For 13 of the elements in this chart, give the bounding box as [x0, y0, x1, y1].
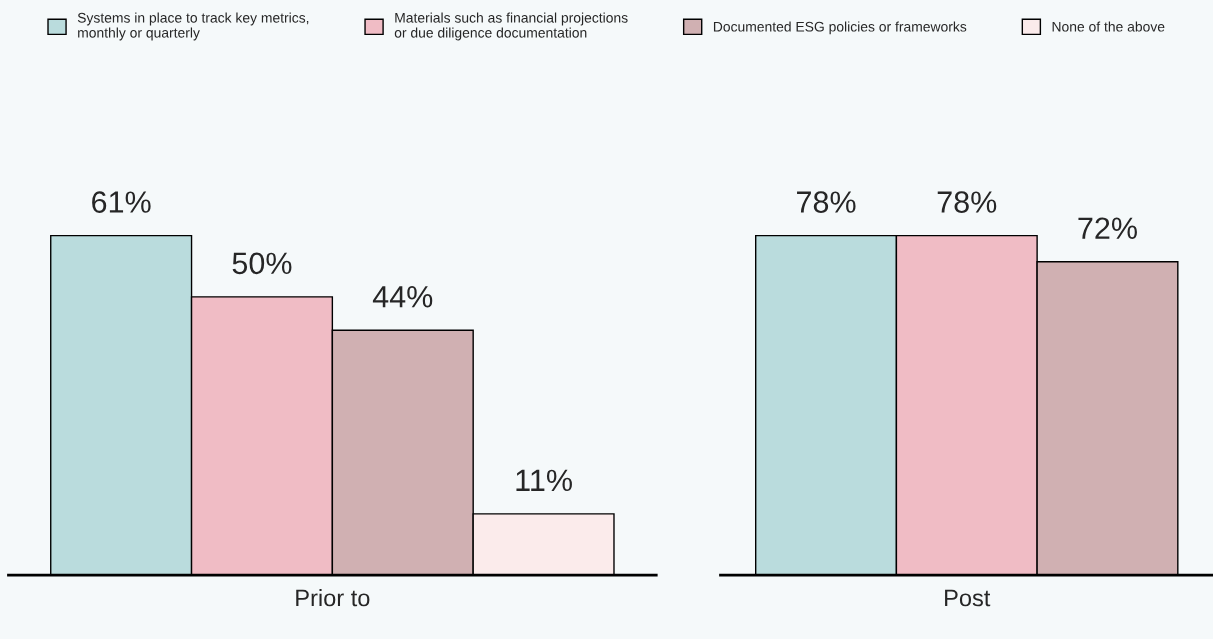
data-label: 50%: [232, 252, 292, 275]
data-label: 61%: [92, 191, 151, 213]
data-label: 72%: [1078, 217, 1137, 239]
legend-label: Materials such as financial projections or due diligence documentation: [394, 12, 628, 41]
data-label: 44%: [372, 286, 433, 308]
data-label: 11%: [516, 469, 572, 492]
legend-label: Documented ESG policies or frameworks: [713, 21, 967, 35]
legend-label: Systems in place to track key metrics, monthly or quarterly: [77, 12, 309, 41]
x-axis-title: Prior to: [296, 588, 370, 607]
data-label: 78%: [937, 191, 997, 213]
data-label: 78%: [797, 191, 856, 213]
legend-label: None of the above: [1052, 21, 1165, 32]
x-axis-title: Post: [945, 589, 991, 607]
